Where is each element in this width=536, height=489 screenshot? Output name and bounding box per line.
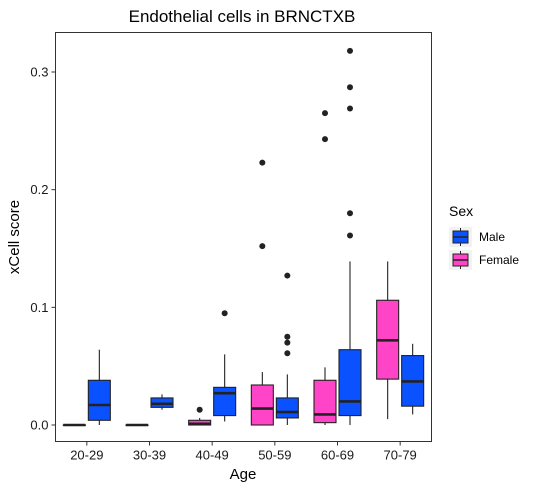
x-tick-label: 20-29 [70,448,103,463]
box-female-70-79 [376,261,400,420]
chart-title: Endothelial cells in BRNCTXB [129,7,356,26]
box-female-20-29 [62,423,86,427]
legend-label: Female [479,253,519,267]
box-male-60-69 [338,47,362,425]
outlier-point [347,232,353,239]
y-axis-title: xCell score [6,200,23,274]
outlier-point [347,210,353,217]
box-body [313,379,337,424]
outlier-point [259,159,266,166]
y-tick-label: 0.3 [30,65,48,80]
legend-label: Male [479,230,505,244]
outlier-point [347,84,353,91]
x-tick-label: 60-69 [321,448,354,463]
x-tick-label: 50-59 [258,448,291,463]
outlier-point [196,406,203,413]
box-female-60-69 [313,110,337,425]
y-axis: 0.0 0.1 0.2 0.3 [30,65,56,433]
outlier-point [347,47,353,54]
box-female-30-39 [125,423,149,427]
legend-item-female: Female [449,250,519,270]
box-male-20-29 [87,349,111,425]
box-body [87,379,111,421]
x-tick-label: 70-79 [384,448,417,463]
box-male-50-59 [275,272,299,425]
x-tick-label: 40-49 [196,448,229,463]
outlier-point [284,272,291,279]
box-body [275,397,299,419]
outlier-point [322,110,328,117]
legend-entries: Male Female [449,227,519,270]
outlier-point [322,136,328,143]
outlier-point [347,105,353,112]
outlier-point [284,339,291,346]
box-body [213,386,237,417]
box-female-50-59 [250,159,274,426]
legend-item-male: Male [449,227,505,247]
x-axis-title: Age [230,466,257,483]
x-axis: 20-29 30-39 40-49 50-59 60-69 70-79 [70,441,417,463]
legend-title: Sex [449,203,473,219]
legend: Sex Male Female [449,203,519,270]
y-tick-label: 0.1 [30,300,48,315]
plot-area [62,47,425,427]
y-tick-label: 0.2 [30,182,48,197]
y-tick-label: 0.0 [30,418,48,433]
outlier-point [284,333,291,340]
box-body [250,384,274,426]
outlier-point [221,310,228,317]
outlier-point [284,350,291,357]
box-male-40-49 [213,310,237,422]
box-female-40-49 [188,406,212,426]
box-body [338,349,362,417]
x-tick-label: 30-39 [133,448,166,463]
panel-border [55,32,432,442]
outlier-point [259,243,266,250]
box-male-30-39 [150,394,174,410]
box-male-70-79 [401,343,425,415]
